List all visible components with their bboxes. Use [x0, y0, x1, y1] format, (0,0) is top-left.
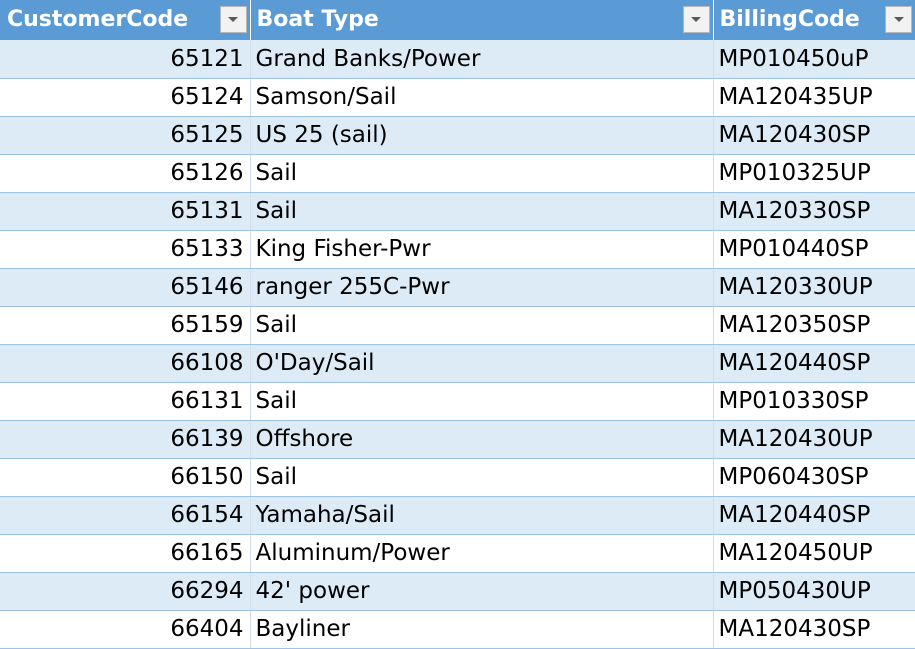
table-row[interactable]: 65125 US 25 (sail) MA120430SP [0, 116, 915, 155]
cell-customer-code[interactable]: 66139 [0, 420, 251, 459]
cell-billing-code[interactable]: MA120430SP [713, 116, 915, 155]
cell-billing-code[interactable]: MP010440SP [713, 230, 915, 269]
cell-boat-type[interactable]: Yamaha/Sail [250, 496, 714, 535]
cell-billing-code[interactable]: MA120330SP [713, 192, 915, 231]
table-row[interactable]: 65124 Samson/Sail MA120435UP [0, 78, 915, 117]
cell-boat-type[interactable]: Grand Banks/Power [250, 40, 714, 79]
cell-billing-code[interactable]: MA120430UP [713, 420, 915, 459]
cell-billing-code[interactable]: MA120450UP [713, 534, 915, 573]
cell-customer-code[interactable]: 65125 [0, 116, 251, 155]
cell-boat-type[interactable]: Aluminum/Power [250, 534, 714, 573]
column-header-label: CustomerCode [7, 7, 189, 32]
cell-customer-code[interactable]: 65131 [0, 192, 251, 231]
column-header-billing-code[interactable]: BillingCode [713, 0, 915, 40]
cell-billing-code[interactable]: MA120440SP [713, 496, 915, 535]
cell-customer-code[interactable]: 65159 [0, 306, 251, 345]
table-row[interactable]: 65133 King Fisher-Pwr MP010440SP [0, 230, 915, 269]
cell-billing-code[interactable]: MP010325UP [713, 154, 915, 193]
cell-customer-code[interactable]: 66165 [0, 534, 251, 573]
filter-button-billing-code[interactable] [885, 6, 912, 33]
cell-customer-code[interactable]: 66150 [0, 458, 251, 497]
column-header-label: BillingCode [719, 7, 860, 32]
cell-customer-code[interactable]: 66131 [0, 382, 251, 421]
table-row[interactable]: 66165 Aluminum/Power MA120450UP [0, 534, 915, 573]
dropdown-arrow-icon [228, 16, 238, 22]
cell-boat-type[interactable]: King Fisher-Pwr [250, 230, 714, 269]
cell-boat-type[interactable]: Bayliner [250, 610, 714, 649]
table-row[interactable]: 66131 Sail MP010330SP [0, 382, 915, 421]
cell-billing-code[interactable]: MA120330UP [713, 268, 915, 307]
table-row[interactable]: 66139 Offshore MA120430UP [0, 420, 915, 459]
cell-boat-type[interactable]: US 25 (sail) [250, 116, 714, 155]
cell-customer-code[interactable]: 66294 [0, 572, 251, 611]
filter-button-customer-code[interactable] [219, 6, 247, 33]
cell-billing-code[interactable]: MA120350SP [713, 306, 915, 345]
dropdown-arrow-icon [893, 16, 904, 22]
table-row[interactable]: 65146 ranger 255C-Pwr MA120330UP [0, 268, 915, 307]
header-row: CustomerCode Boat Type BillingCode [0, 0, 915, 40]
dropdown-arrow-icon [691, 16, 701, 22]
table-row[interactable]: 65159 Sail MA120350SP [0, 306, 915, 345]
cell-customer-code[interactable]: 66404 [0, 610, 251, 649]
cell-customer-code[interactable]: 65121 [0, 40, 251, 79]
cell-billing-code[interactable]: MA120440SP [713, 344, 915, 383]
table-row[interactable]: 65126 Sail MP010325UP [0, 154, 915, 193]
cell-billing-code[interactable]: MP010330SP [713, 382, 915, 421]
table-row[interactable]: 66404 Bayliner MA120430SP [0, 610, 915, 649]
cell-customer-code[interactable]: 65146 [0, 268, 251, 307]
cell-customer-code[interactable]: 66108 [0, 344, 251, 383]
cell-billing-code[interactable]: MP010450uP [713, 40, 915, 79]
table-row[interactable]: 66150 Sail MP060430SP [0, 458, 915, 497]
cell-boat-type[interactable]: Samson/Sail [250, 78, 714, 117]
cell-boat-type[interactable]: Sail [250, 306, 714, 345]
column-header-boat-type[interactable]: Boat Type [250, 0, 714, 40]
cell-boat-type[interactable]: Offshore [250, 420, 714, 459]
cell-billing-code[interactable]: MA120430SP [713, 610, 915, 649]
column-header-customer-code[interactable]: CustomerCode [0, 0, 251, 40]
cell-customer-code[interactable]: 65126 [0, 154, 251, 193]
cell-boat-type[interactable]: Sail [250, 154, 714, 193]
table-body: 65121 Grand Banks/Power MP010450uP 65124 Sam… [0, 40, 915, 649]
cell-boat-type[interactable]: Sail [250, 458, 714, 497]
table-row[interactable]: 66294 42' power MP050430UP [0, 572, 915, 611]
table-row[interactable]: 65121 Grand Banks/Power MP010450uP [0, 40, 915, 79]
cell-boat-type[interactable]: ranger 255C-Pwr [250, 268, 714, 307]
cell-billing-code[interactable]: MP050430UP [713, 572, 915, 611]
table-row[interactable]: 65131 Sail MA120330SP [0, 192, 915, 231]
table-row[interactable]: 66154 Yamaha/Sail MA120440SP [0, 496, 915, 535]
filter-button-boat-type[interactable] [682, 6, 710, 33]
column-header-label: Boat Type [256, 7, 379, 32]
cell-customer-code[interactable]: 65133 [0, 230, 251, 269]
cell-boat-type[interactable]: Sail [250, 192, 714, 231]
cell-boat-type[interactable]: 42' power [250, 572, 714, 611]
cell-customer-code[interactable]: 65124 [0, 78, 251, 117]
cell-billing-code[interactable]: MP060430SP [713, 458, 915, 497]
cell-boat-type[interactable]: Sail [250, 382, 714, 421]
cell-boat-type[interactable]: O'Day/Sail [250, 344, 714, 383]
cell-customer-code[interactable]: 66154 [0, 496, 251, 535]
cell-billing-code[interactable]: MA120435UP [713, 78, 915, 117]
table-row[interactable]: 66108 O'Day/Sail MA120440SP [0, 344, 915, 383]
